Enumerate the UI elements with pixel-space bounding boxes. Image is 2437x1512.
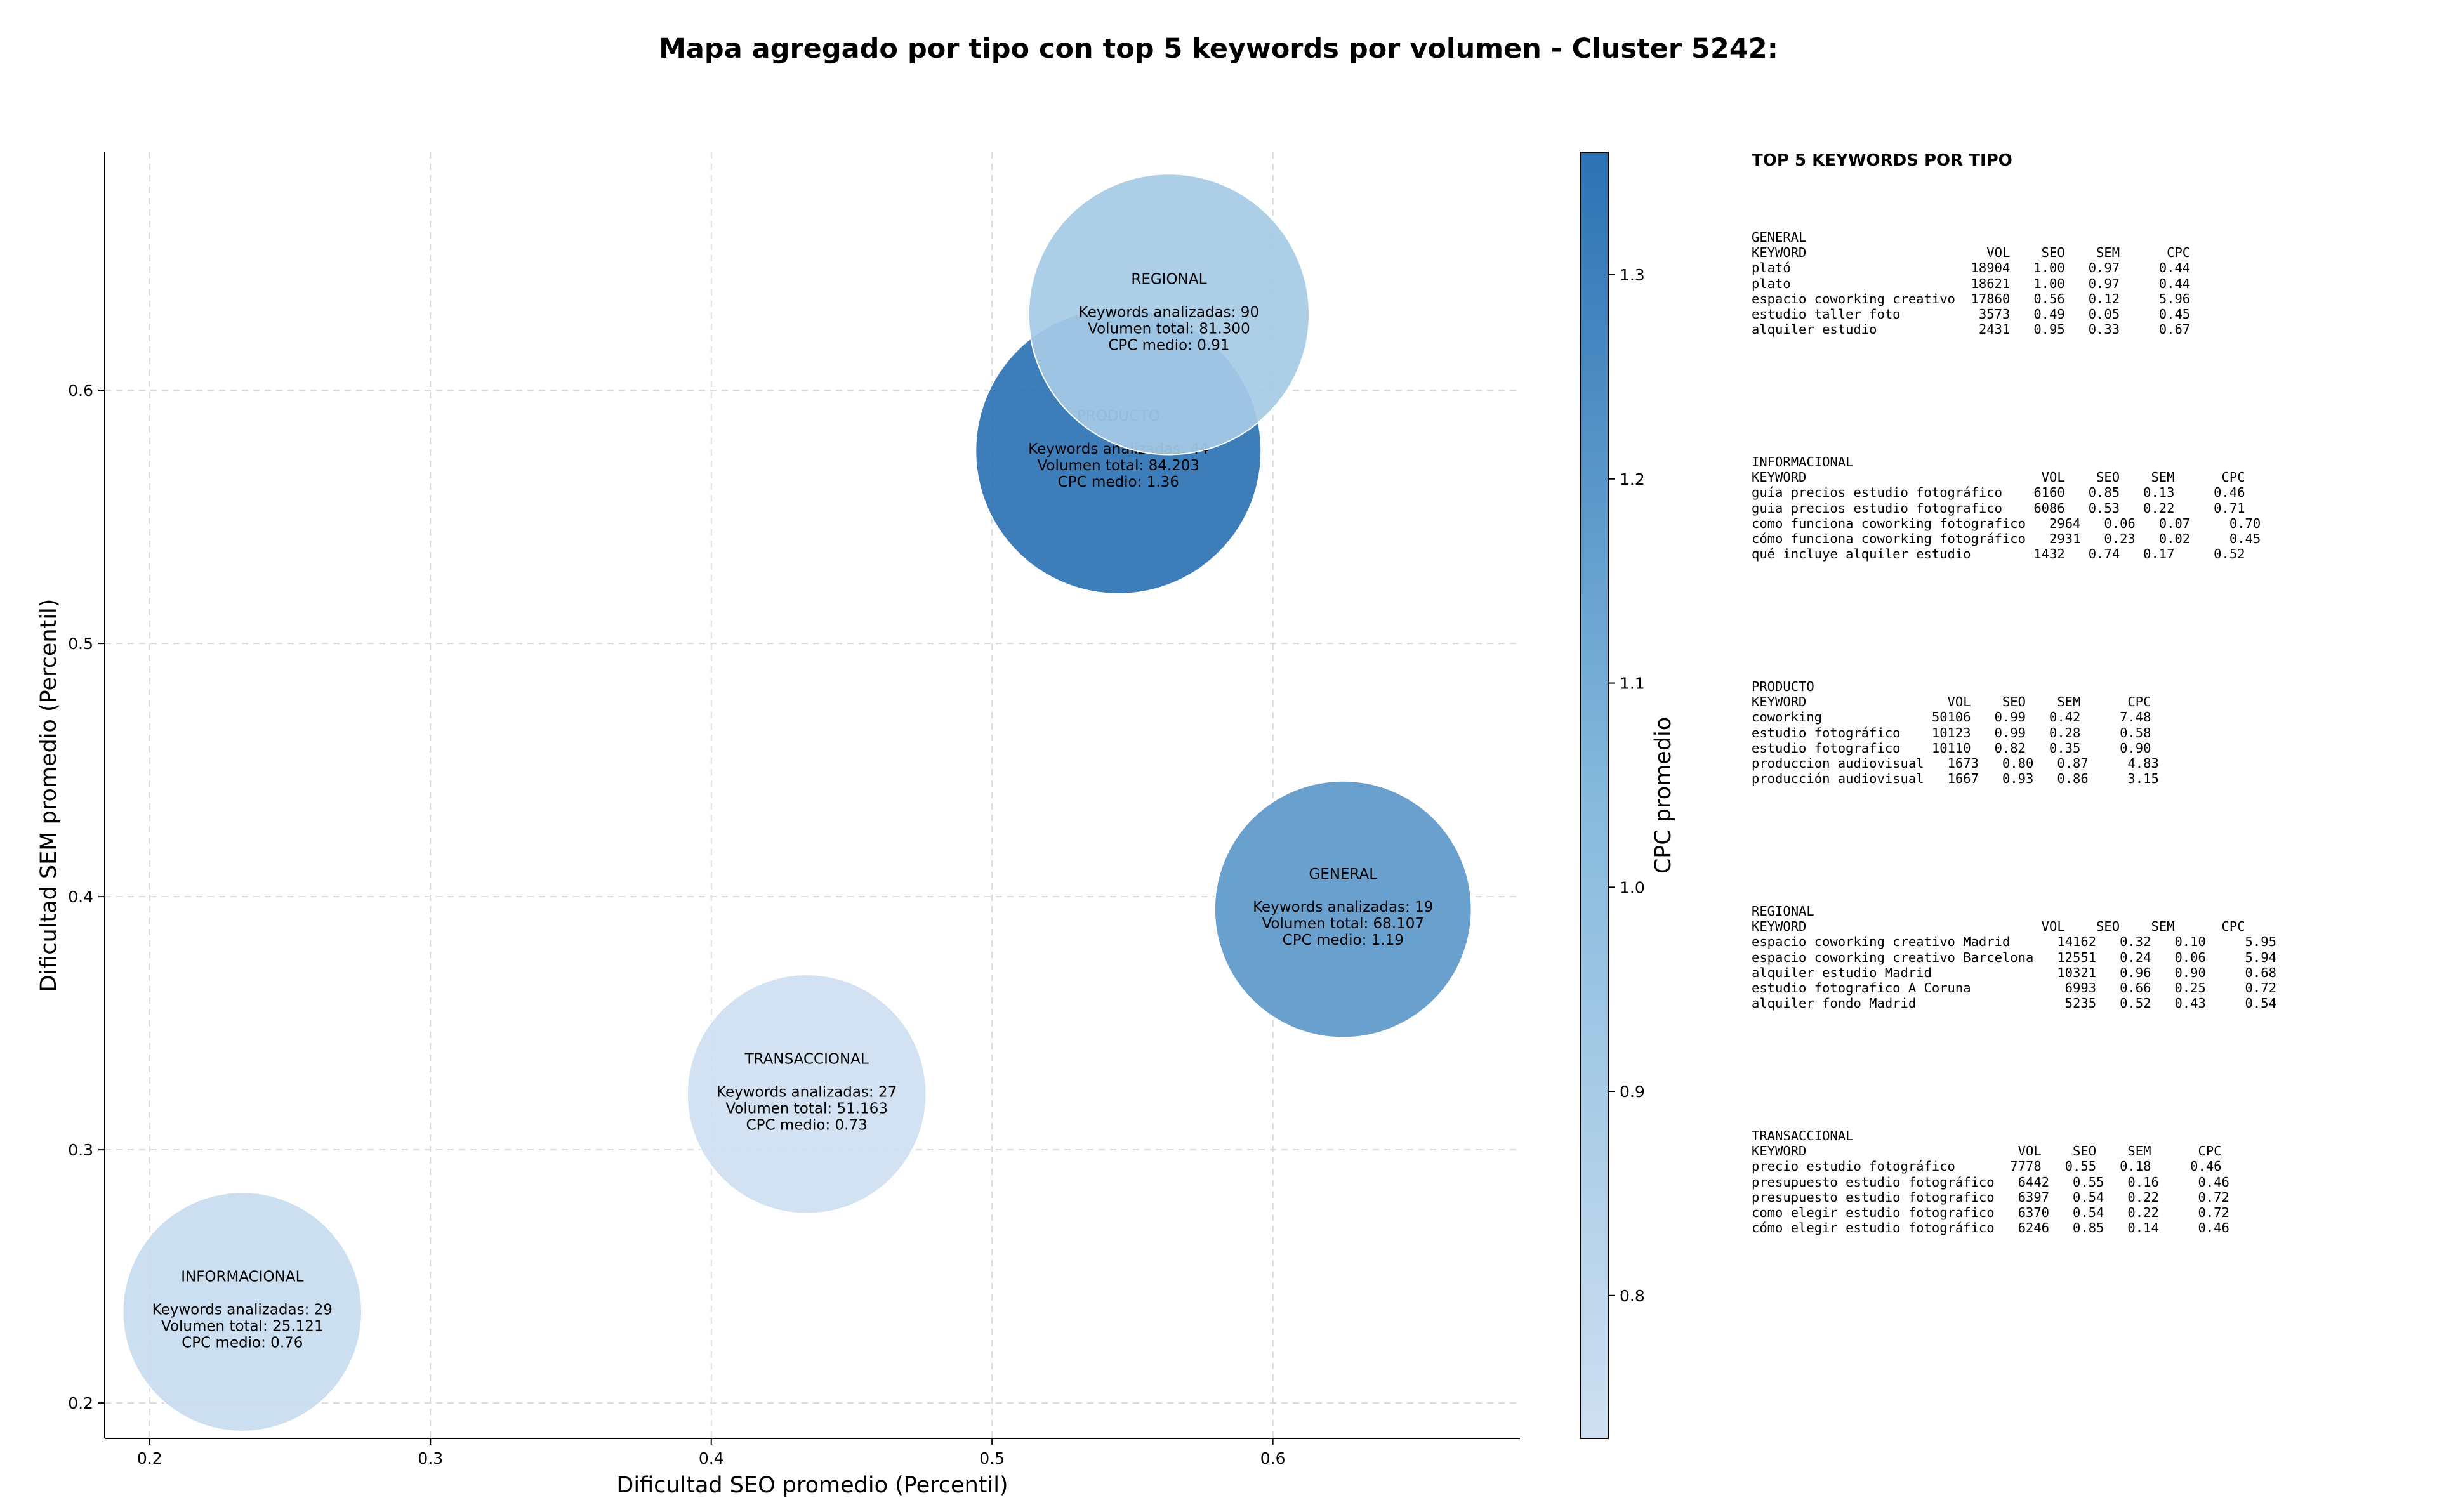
keyword-table-general: GENERAL KEYWORD VOL SEO SEM CPC plató 18… — [1752, 230, 2191, 338]
colorbar-tick-label: 0.8 — [1620, 1287, 1645, 1305]
bubble-stat: CPC medio: 0.73 — [746, 1117, 868, 1133]
bubble-circle — [1027, 173, 1311, 456]
colorbar-tick-label: 1.2 — [1620, 470, 1645, 489]
bubble-stat: Volumen total: 68.107 — [1262, 916, 1424, 932]
y-axis-label: Dificultad SEM promedio (Percentil) — [36, 599, 62, 992]
colorbar: 0.8 0.9 1.0 1.1 1.2 1.3 CPC promedio — [1580, 152, 1676, 1439]
bubble-stat: Keywords analizadas: 19 — [1253, 899, 1433, 916]
colorbar-tick-label: 1.0 — [1620, 878, 1645, 897]
keyword-panel: TOP 5 KEYWORDS POR TIPO GENERAL KEYWORD … — [1752, 151, 2424, 1235]
x-tick-label: 0.6 — [1260, 1449, 1286, 1468]
bubble-label: REGIONAL — [1131, 271, 1206, 287]
bubble-stat: CPC medio: 1.19 — [1283, 932, 1404, 949]
keyword-table-producto: PRODUCTO KEYWORD VOL SEO SEM CPC coworki… — [1752, 679, 2159, 787]
bubble-circle — [686, 974, 927, 1214]
bubble-stat: CPC medio: 1.36 — [1058, 474, 1179, 490]
bubble-stat: Keywords analizadas: 29 — [152, 1301, 333, 1318]
bubble-stat: Volumen total: 25.121 — [161, 1318, 324, 1334]
x-tick-label: 0.3 — [418, 1449, 443, 1468]
y-tick-label: 0.5 — [68, 634, 93, 653]
chart-title: Mapa agregado por tipo con top 5 keyword… — [659, 33, 1778, 65]
bubble-stat: CPC medio: 0.91 — [1108, 337, 1229, 353]
bubble-label: INFORMACIONAL — [181, 1268, 303, 1285]
bubble-label: GENERAL — [1309, 866, 1377, 883]
x-axis-label: Dificultad SEO promedio (Percentil) — [616, 1473, 1008, 1498]
bubble-stat: Keywords analizadas: 90 — [1079, 304, 1259, 320]
bubble-stat: Volumen total: 84.203 — [1038, 457, 1200, 474]
colorbar-tick-label: 0.9 — [1620, 1082, 1645, 1101]
colorbar-tick-label: 1.1 — [1620, 674, 1645, 693]
bubble-stat: Volumen total: 81.300 — [1088, 320, 1250, 337]
keyword-panel-heading: TOP 5 KEYWORDS POR TIPO — [1752, 151, 2012, 170]
colorbar-gradient — [1580, 152, 1609, 1439]
x-tick-label: 0.4 — [699, 1449, 724, 1468]
colorbar-label: CPC promedio — [1651, 717, 1676, 874]
x-tick-label: 0.5 — [979, 1449, 1005, 1468]
bubble-stat: Keywords analizadas: 27 — [717, 1084, 897, 1100]
bubble-circle — [122, 1192, 363, 1432]
x-tick-label: 0.2 — [137, 1449, 162, 1468]
bubble-transaccional: TRANSACCIONAL Keywords analizadas: 27Volu… — [686, 974, 927, 1214]
keyword-table-informacional: INFORMACIONAL KEYWORD VOL SEO SEM CPC gu… — [1752, 454, 2261, 562]
keyword-table-regional: REGIONAL KEYWORD VOL SEO SEM CPC espacio… — [1752, 904, 2276, 1011]
bubble-stat: Volumen total: 51.163 — [725, 1100, 888, 1117]
bubble-label: TRANSACCIONAL — [744, 1051, 869, 1067]
keyword-table-transaccional: TRANSACCIONAL KEYWORD VOL SEO SEM CPC pr… — [1752, 1128, 2229, 1236]
bubble-informacional: INFORMACIONAL Keywords analizadas: 29Volu… — [122, 1192, 363, 1432]
bubble-stat: CPC medio: 0.76 — [182, 1334, 303, 1351]
y-tick-label: 0.3 — [68, 1141, 93, 1159]
colorbar-tick-label: 1.3 — [1620, 266, 1645, 284]
y-tick-label: 0.6 — [68, 381, 93, 400]
bubble-circle — [1213, 780, 1472, 1039]
y-tick-label: 0.2 — [68, 1394, 93, 1412]
axes: 0.2 0.3 0.4 0.5 0.6 0.2 0.3 0.4 0.5 0.6 Dificultad… — [36, 152, 1520, 1498]
y-tick-label: 0.4 — [68, 888, 93, 906]
